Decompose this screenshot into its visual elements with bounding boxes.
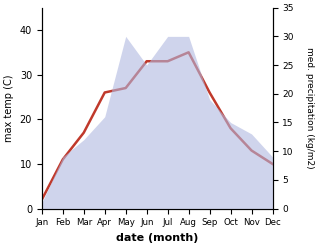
Y-axis label: med. precipitation (kg/m2): med. precipitation (kg/m2) — [305, 47, 314, 169]
Y-axis label: max temp (C): max temp (C) — [4, 74, 14, 142]
X-axis label: date (month): date (month) — [116, 233, 198, 243]
